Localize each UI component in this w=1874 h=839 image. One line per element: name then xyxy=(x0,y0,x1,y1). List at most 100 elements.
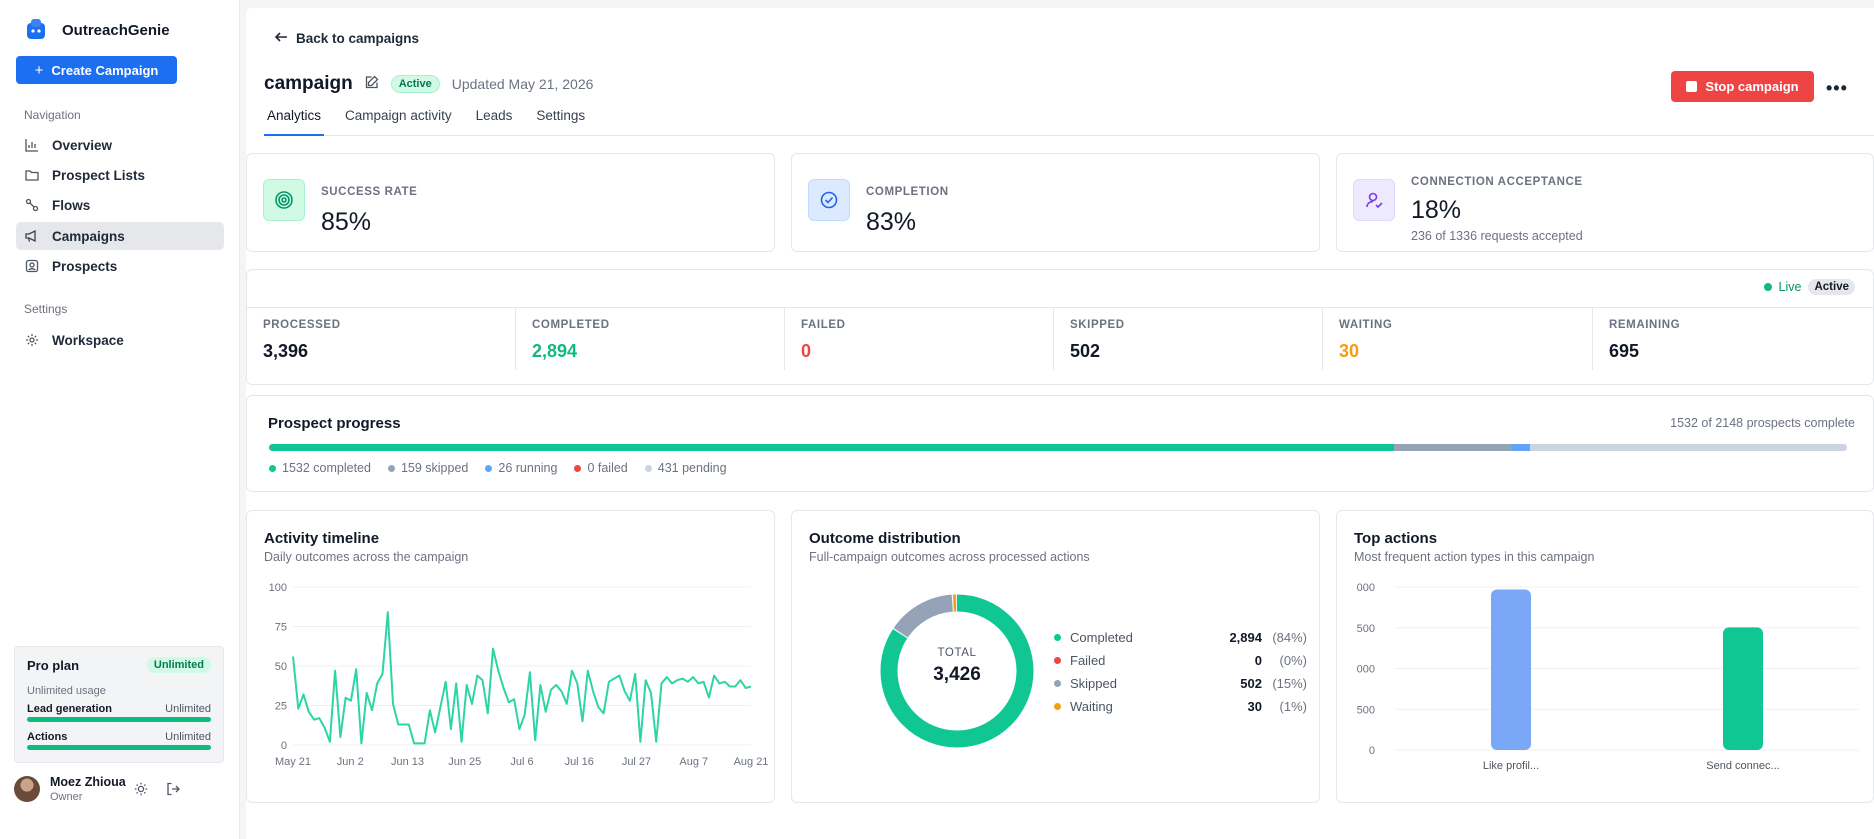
back-label: Back to campaigns xyxy=(296,31,420,46)
user-role: Owner xyxy=(50,791,83,803)
y-tick-label: 75 xyxy=(275,622,287,634)
sidebar-item-flows[interactable]: Flows xyxy=(16,191,224,219)
legend-name: Completed xyxy=(1070,630,1133,645)
outcome-subtitle: Full-campaign outcomes across processed … xyxy=(809,550,1090,564)
plus-icon: + xyxy=(34,61,44,79)
progress-segment xyxy=(1530,444,1847,451)
page-title: campaign xyxy=(264,73,353,94)
timeline-chart: 100 75 50 25 0 May 21 Jun 2 Jun 13 Jun 25 Jul 6 Ju… xyxy=(269,582,769,768)
stat-skipped: SKIPPED 502 xyxy=(1054,307,1323,370)
legend-pending: 431 pending xyxy=(644,461,727,475)
outcome-distribution-card: Outcome distribution Full-campaign outco… xyxy=(791,510,1320,803)
y-tick-label: 50 xyxy=(275,661,287,673)
legend-label: 1532 completed xyxy=(282,461,371,475)
donut-slice xyxy=(880,594,1034,748)
user-check-icon xyxy=(1353,179,1395,221)
kpi-success-rate: SUCCESS RATE 85% xyxy=(246,153,775,252)
folder-icon xyxy=(24,167,40,183)
progress-legend: 1532 completed 159 skipped 26 running 0 … xyxy=(269,461,727,475)
edit-icon[interactable] xyxy=(365,75,379,94)
nav-section-label: Navigation xyxy=(24,108,81,122)
x-tick-label: Jul 6 xyxy=(510,756,533,768)
legend-row-skipped: Skipped 502 (15%) xyxy=(1054,672,1307,695)
user-name: Moez Zhioua xyxy=(50,775,126,789)
stat-label: FAILED xyxy=(801,319,846,331)
donut-legend: Completed 2,894 (84%) Failed 0 (0%) Skipped 5… xyxy=(1054,626,1307,718)
sidebar-item-prospect-lists[interactable]: Prospect Lists xyxy=(16,161,224,189)
stat-failed: FAILED 0 xyxy=(785,307,1054,370)
stat-label: PROCESSED xyxy=(263,319,341,331)
create-campaign-button[interactable]: + Create Campaign xyxy=(16,56,177,84)
legend-row-waiting: Waiting 30 (1%) xyxy=(1054,695,1307,718)
settings-section-label: Settings xyxy=(24,302,68,316)
timeline-title: Activity timeline xyxy=(264,530,380,547)
x-tick-label: Like profil... xyxy=(1483,760,1539,772)
kpi-subtext: 236 of 1336 requests accepted xyxy=(1411,229,1583,243)
stat-value: 30 xyxy=(1339,341,1360,361)
tab-analytics[interactable]: Analytics xyxy=(264,106,325,136)
kpi-value: 85% xyxy=(321,208,372,236)
live-status-badge: Active xyxy=(1808,279,1855,295)
gear-icon xyxy=(24,332,40,348)
legend-count: 0 xyxy=(1254,653,1262,668)
stat-completed: COMPLETED 2,894 xyxy=(516,307,785,370)
sidebar-item-overview[interactable]: Overview xyxy=(16,131,224,159)
legend-count: 502 xyxy=(1240,676,1262,691)
sidebar-item-label: Flows xyxy=(52,197,91,213)
stats-card: Live Active PROCESSED 3,396 COMPLETED 2,… xyxy=(246,269,1874,385)
top-actions-subtitle: Most frequent action types in this campa… xyxy=(1354,550,1595,564)
progress-segment xyxy=(1511,444,1531,451)
sidebar-item-prospects[interactable]: Prospects xyxy=(16,252,224,280)
y-tick-label: 000 xyxy=(1357,664,1375,676)
top-actions-title: Top actions xyxy=(1354,530,1438,547)
kpi-value: 18% xyxy=(1411,196,1462,224)
stat-label: REMAINING xyxy=(1609,319,1681,331)
legend-pct: (15%) xyxy=(1272,676,1307,691)
logout-icon[interactable] xyxy=(166,782,180,801)
stat-label: COMPLETED xyxy=(532,319,610,331)
brand-name: OutreachGenie xyxy=(62,21,170,39)
legend-count: 2,894 xyxy=(1229,630,1262,645)
legend-completed: 1532 completed xyxy=(269,461,371,475)
avatar xyxy=(14,776,40,802)
y-tick-label: 000 xyxy=(1357,582,1375,594)
sidebar-item-label: Prospect Lists xyxy=(52,167,146,183)
more-options-button[interactable]: ••• xyxy=(1826,78,1848,98)
tab-campaign-activity[interactable]: Campaign activity xyxy=(345,108,452,123)
kpi-completion: COMPLETION 83% xyxy=(791,153,1320,252)
sidebar-item-label: Prospects xyxy=(52,258,118,274)
user-profile[interactable]: Moez Zhioua Owner xyxy=(14,775,126,803)
legend-running: 26 running xyxy=(485,461,557,475)
kpi-label: CONNECTION ACCEPTANCE xyxy=(1411,176,1583,188)
stat-remaining: REMAINING 695 xyxy=(1593,307,1874,370)
stat-value: 2,894 xyxy=(532,341,578,361)
check-circle-icon xyxy=(808,179,850,221)
brand[interactable]: OutreachGenie xyxy=(24,18,170,42)
plan-card: Pro plan Unlimited Unlimited usage Lead … xyxy=(14,646,224,763)
stop-campaign-label: Stop campaign xyxy=(1705,79,1799,94)
sidebar-item-campaigns[interactable]: Campaigns xyxy=(16,222,224,250)
progress-bar xyxy=(269,444,1847,451)
kpi-label: COMPLETION xyxy=(866,186,949,198)
y-tick-label: 0 xyxy=(281,740,287,752)
brand-logo-icon xyxy=(27,19,45,39)
activity-timeline-card: Activity timeline Daily outcomes across … xyxy=(246,510,775,803)
updated-timestamp: Updated May 21, 2026 xyxy=(451,76,594,92)
bar-chart-icon xyxy=(24,137,40,153)
theme-toggle-icon[interactable] xyxy=(134,782,148,801)
x-tick-label: Aug 7 xyxy=(679,756,708,768)
x-tick-label: Aug 21 xyxy=(734,756,769,768)
legend-failed: 0 failed xyxy=(574,461,628,475)
legend-name: Waiting xyxy=(1070,699,1113,714)
tab-settings[interactable]: Settings xyxy=(536,108,586,123)
top-actions-chart: 000 500 000 500 0 Like profil... Send connec..… xyxy=(1357,582,1859,772)
tab-leads[interactable]: Leads xyxy=(475,108,513,123)
sidebar: OutreachGenie + Create Campaign Navigati… xyxy=(0,0,240,839)
y-tick-label: 100 xyxy=(269,582,287,594)
legend-row-failed: Failed 0 (0%) xyxy=(1054,649,1307,672)
status-badge: Active xyxy=(390,75,440,93)
main-content: Back to campaigns campaign Active Update… xyxy=(246,8,1874,839)
stop-campaign-button[interactable]: Stop campaign xyxy=(1671,71,1814,102)
back-to-campaigns-link[interactable]: Back to campaigns xyxy=(274,30,419,47)
sidebar-item-workspace[interactable]: Workspace xyxy=(16,326,224,354)
